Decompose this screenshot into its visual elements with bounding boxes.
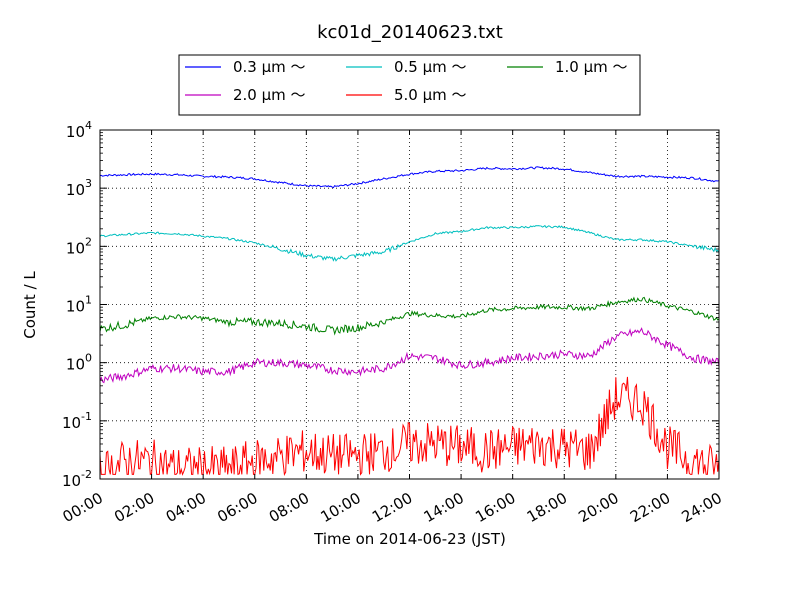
y-axis-label: Count / L <box>21 271 39 339</box>
chart-title: kc01d_20140623.txt <box>317 22 503 43</box>
series-line-1 <box>99 166 720 189</box>
y-tick-label: 103 <box>66 177 92 199</box>
y-tick-label: 104 <box>66 119 92 141</box>
legend-entry: 1.0 μm ～ <box>555 58 628 76</box>
series-layer <box>99 166 720 476</box>
series-line-3 <box>99 296 720 336</box>
series-line-2 <box>99 224 720 262</box>
tick-layer <box>99 129 720 480</box>
legend-entry: 0.5 μm ～ <box>394 58 467 76</box>
legend-entry: 5.0 μm ～ <box>394 86 467 104</box>
legend-frame <box>178 54 641 116</box>
y-tick-label: 10-1 <box>62 410 92 432</box>
y-tick-labels: 10-2 10-1 100 101 102 103 104 <box>62 119 92 490</box>
x-axis-label: Time on 2014-06-23 (JST) <box>313 530 506 548</box>
legend-entry: 2.0 μm ～ <box>233 86 306 104</box>
y-tick-label: 100 <box>66 352 92 374</box>
y-tick-label: 101 <box>66 294 92 316</box>
legend-entry: 0.3 μm ～ <box>233 58 306 76</box>
y-tick-label: 102 <box>66 235 92 257</box>
series-line-4 <box>99 327 720 384</box>
y-tick-label: 10-2 <box>62 468 92 490</box>
legend: 0.3 μm ～ 0.5 μm ～ 1.0 μm ～ 2.0 μm ～ 5.0 μm ～ <box>178 54 641 116</box>
